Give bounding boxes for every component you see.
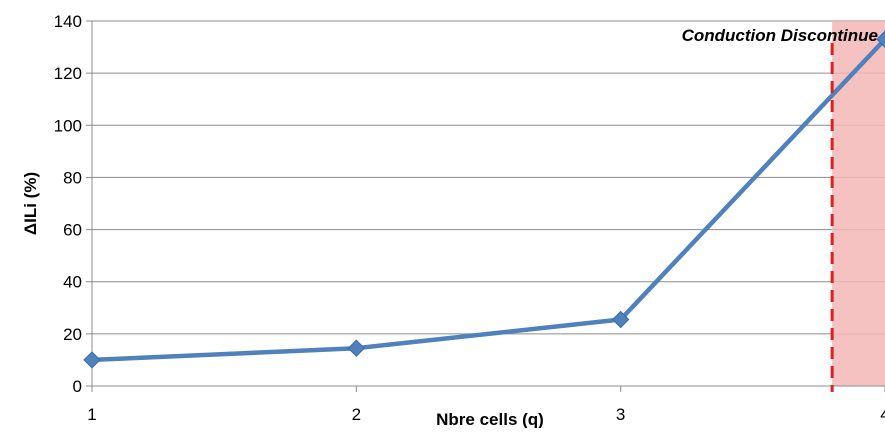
discontinuous-conduction-region bbox=[832, 21, 885, 386]
x-tick-label: 3 bbox=[616, 405, 625, 424]
y-axis-title: ΔILi (%) bbox=[21, 172, 40, 235]
y-tick-label: 80 bbox=[63, 168, 82, 187]
y-tick-label: 20 bbox=[63, 325, 82, 344]
data-point-marker bbox=[611, 310, 630, 329]
y-tick-label: 140 bbox=[54, 12, 82, 31]
y-tick-label: 0 bbox=[73, 377, 82, 396]
series-layer bbox=[83, 30, 885, 392]
y-tick-label: 120 bbox=[54, 64, 82, 83]
data-point-marker bbox=[347, 339, 366, 357]
annotation-label: Conduction Discontinue bbox=[682, 26, 878, 45]
y-tick-label: 40 bbox=[63, 273, 82, 292]
axis-layer bbox=[86, 20, 885, 392]
region-layer bbox=[832, 21, 885, 386]
x-tick-label: 1 bbox=[87, 405, 96, 424]
y-tick-label: 100 bbox=[54, 116, 82, 135]
data-point-marker bbox=[876, 30, 885, 48]
data-point-marker bbox=[83, 351, 101, 369]
label-layer: 0 20 40 60 80 100 120 140 1 2 3 4 Conduction Discont… bbox=[21, 12, 885, 429]
series-line bbox=[89, 37, 885, 363]
y-tick-label: 60 bbox=[63, 221, 82, 240]
x-tick-label: 2 bbox=[352, 405, 361, 424]
x-axis-title: Nbre cells (q) bbox=[436, 410, 544, 428]
grid-layer bbox=[92, 20, 885, 335]
x-tick-label: 4 bbox=[880, 405, 885, 424]
